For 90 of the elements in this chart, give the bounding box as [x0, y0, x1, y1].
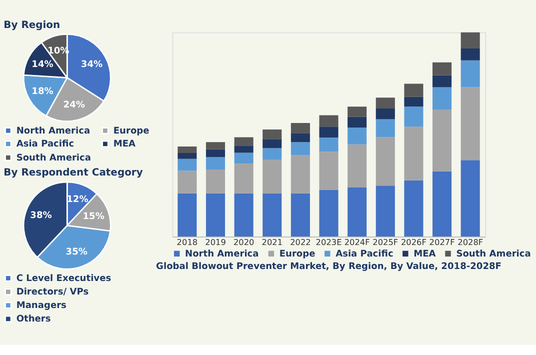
legend-label: Asia Pacific	[336, 249, 394, 260]
bar	[432, 171, 452, 236]
bar	[178, 158, 197, 171]
bar	[432, 110, 452, 172]
text: Global Blowout Preventer Market, By Region, By Value, 2018-2028F	[156, 262, 502, 272]
data-label: 15%	[82, 212, 104, 222]
legend-label: Managers	[16, 301, 66, 312]
legend-label: Europe	[279, 249, 316, 260]
legend-label: MEA	[113, 140, 136, 150]
bar	[404, 106, 424, 127]
bar	[206, 193, 226, 236]
bar	[262, 148, 282, 160]
bar	[234, 193, 254, 236]
bar	[319, 190, 338, 236]
bar	[262, 130, 282, 140]
bar	[432, 62, 452, 76]
bar	[460, 87, 480, 160]
data-label: 24%	[63, 100, 85, 111]
bar	[290, 133, 310, 142]
legend-label: North America	[185, 249, 259, 260]
bar	[234, 164, 254, 194]
legend-label: Asia Pacific	[16, 140, 74, 150]
x-tick-label: 2022	[290, 237, 311, 248]
bar	[319, 126, 338, 138]
bar	[460, 32, 480, 48]
legend-label: North America	[16, 126, 90, 136]
x-tick-label: 2024F	[344, 237, 370, 248]
bar	[460, 160, 480, 236]
bar	[262, 139, 282, 148]
data-label: 35%	[66, 248, 88, 258]
bar	[206, 142, 226, 150]
bar	[376, 137, 395, 186]
bar	[348, 144, 367, 188]
legend-label: South America	[456, 249, 531, 260]
bar	[262, 193, 282, 236]
bar	[290, 122, 310, 134]
legend-label: Others	[16, 314, 51, 325]
legend-label: C Level Executives	[16, 274, 112, 284]
bar	[460, 60, 480, 88]
bar	[348, 106, 367, 117]
bar	[234, 152, 254, 164]
bar	[290, 155, 310, 194]
data-label: 38%	[30, 210, 52, 221]
bar	[290, 193, 310, 236]
bar	[404, 180, 424, 236]
bar	[178, 193, 197, 236]
x-tick-label: 2025F	[372, 237, 398, 248]
data-label: 18%	[32, 86, 54, 97]
bar	[206, 149, 226, 158]
bar	[178, 152, 197, 159]
bar	[206, 157, 226, 170]
bar	[178, 146, 197, 153]
bar	[404, 96, 424, 106]
chart-title: By Region	[4, 20, 60, 31]
bar	[348, 128, 367, 144]
x-tick-label: 2018	[176, 237, 198, 248]
x-tick-label: 2021	[262, 237, 283, 248]
bar	[262, 160, 282, 194]
bar	[376, 98, 395, 108]
bar	[319, 137, 338, 152]
chart-title: By Respondent Category	[4, 168, 144, 179]
bar	[234, 137, 254, 146]
bar	[319, 115, 338, 127]
bar	[290, 142, 310, 156]
legend-label: South America	[16, 153, 92, 164]
bar	[404, 84, 424, 97]
legend-label: Europe	[113, 126, 150, 136]
bar	[460, 48, 480, 60]
x-tick-label: 2019	[205, 237, 226, 248]
data-label: 14%	[32, 60, 54, 70]
bar	[376, 119, 395, 138]
bar	[404, 126, 424, 180]
bar	[376, 108, 395, 120]
bar	[348, 187, 367, 236]
x-tick-label: 2027F	[429, 237, 456, 248]
x-tick-label: 2028F	[458, 237, 484, 248]
legend-label: Directors/ VPs	[16, 287, 89, 298]
bar	[319, 152, 338, 190]
bar	[206, 170, 226, 194]
legend-label: MEA	[414, 249, 436, 260]
x-tick-label: 2020	[233, 237, 254, 248]
bar	[178, 170, 197, 194]
bar	[432, 87, 452, 110]
data-label: 34%	[80, 60, 103, 70]
bar	[234, 146, 254, 153]
bar	[432, 75, 452, 88]
x-tick-label: 2026F	[400, 237, 427, 248]
x-tick-label: 2023E	[316, 237, 342, 248]
bar	[348, 116, 367, 128]
bar	[376, 186, 395, 236]
